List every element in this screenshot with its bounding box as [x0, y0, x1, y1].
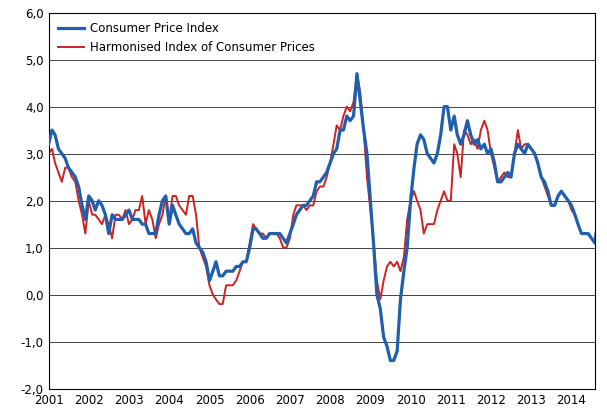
Legend: Consumer Price Index, Harmonised Index of Consumer Prices: Consumer Price Index, Harmonised Index o…: [55, 18, 318, 58]
Line: Consumer Price Index: Consumer Price Index: [49, 74, 607, 360]
Line: Harmonised Index of Consumer Prices: Harmonised Index of Consumer Prices: [49, 74, 607, 304]
